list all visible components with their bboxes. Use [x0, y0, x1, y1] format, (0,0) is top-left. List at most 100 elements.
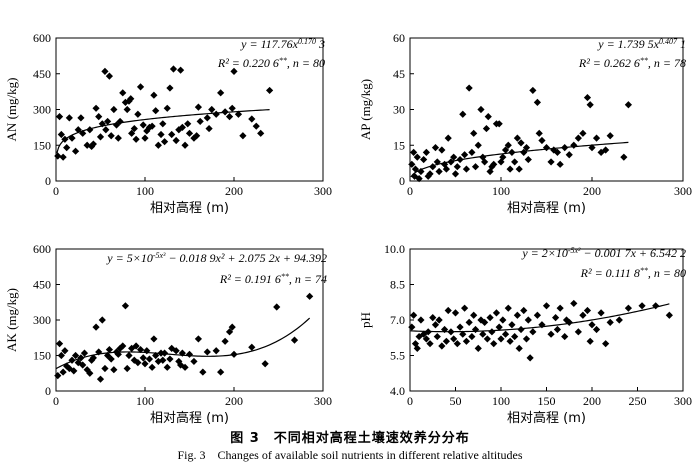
- data-point: [55, 340, 64, 348]
- data-point: [462, 165, 471, 173]
- data-point: [468, 332, 476, 341]
- data-point: [181, 141, 189, 149]
- data-point: [426, 170, 434, 178]
- data-point: [163, 104, 171, 112]
- data-point: [570, 141, 578, 149]
- data-point: [132, 342, 140, 350]
- x-tick-label: 100: [492, 394, 510, 408]
- data-point: [462, 337, 471, 345]
- y-tick-label: 0: [45, 384, 51, 398]
- data-point: [123, 105, 131, 114]
- data-point: [517, 325, 525, 334]
- data-point: [442, 165, 450, 173]
- data-point: [450, 335, 458, 343]
- y-tick-label: 4.0: [390, 384, 405, 398]
- x-tick-label: 200: [583, 394, 601, 408]
- data-point: [450, 153, 458, 161]
- x-axis-label: 相对高程 (m): [150, 200, 229, 216]
- data-point: [524, 155, 532, 164]
- data-point: [501, 146, 510, 154]
- chart-panel-an: 0 100 200 300 0 150 300 450 600 相对高程 (m) AN (mg/kg…: [4, 31, 332, 216]
- x-axis-label: 相对高程 (m): [507, 410, 586, 426]
- data-point: [175, 357, 183, 366]
- data-point: [141, 134, 149, 142]
- data-point: [96, 375, 105, 383]
- data-point: [248, 115, 256, 123]
- data-point: [107, 355, 115, 363]
- data-point: [107, 132, 115, 140]
- data-point: [456, 323, 464, 331]
- data-point: [273, 303, 281, 311]
- x-tick-label: 0: [407, 394, 413, 408]
- data-point: [592, 134, 601, 142]
- data-point: [592, 325, 601, 334]
- data-point: [547, 158, 555, 166]
- data-point: [433, 158, 441, 166]
- fit-equation: y = 2×10-5x² − 0.001 7x + 6.542 2: [521, 246, 686, 261]
- data-point: [212, 347, 220, 355]
- data-point: [163, 363, 171, 371]
- data-point: [63, 362, 71, 370]
- data-point: [160, 138, 169, 146]
- data-point: [127, 95, 135, 103]
- data-point: [65, 114, 73, 122]
- data-point: [95, 348, 103, 356]
- data-point: [408, 160, 416, 168]
- data-point: [141, 360, 149, 368]
- data-point: [479, 153, 487, 161]
- y-tick-label: 7.0: [390, 313, 405, 327]
- data-point: [431, 144, 440, 152]
- x-tick-label: 300: [314, 184, 332, 198]
- data-point: [513, 311, 521, 319]
- data-point: [101, 364, 109, 373]
- data-point: [542, 144, 551, 152]
- data-point: [459, 110, 467, 118]
- data-point: [501, 330, 510, 338]
- data-point: [408, 323, 416, 331]
- data-point: [54, 372, 62, 380]
- y-tick-label: 600: [33, 31, 51, 45]
- data-point: [169, 65, 178, 73]
- data-point: [444, 134, 452, 142]
- x-tick-label: 200: [225, 184, 243, 198]
- data-point: [504, 141, 512, 149]
- data-point: [139, 121, 147, 129]
- data-point: [228, 323, 236, 331]
- y-tick-label: 300: [33, 103, 51, 117]
- data-point: [665, 311, 673, 319]
- data-point: [556, 304, 564, 312]
- y-tick-label: 600: [33, 242, 51, 256]
- data-point: [57, 351, 65, 360]
- data-point: [150, 335, 158, 343]
- data-point: [184, 120, 192, 128]
- data-point: [77, 114, 85, 122]
- data-point: [490, 160, 498, 168]
- fit-curve: [56, 109, 270, 154]
- data-point: [234, 110, 243, 118]
- x-tick-label: 250: [629, 394, 647, 408]
- data-point: [465, 318, 473, 326]
- data-point: [583, 93, 592, 102]
- data-point: [499, 316, 507, 324]
- data-point: [178, 349, 186, 357]
- y-axis-label: AN (mg/kg): [4, 78, 19, 142]
- y-tick-label: 0: [399, 174, 405, 188]
- data-point: [470, 129, 478, 137]
- data-point: [561, 332, 569, 341]
- data-point: [415, 175, 423, 183]
- data-point: [495, 120, 503, 128]
- data-point: [470, 311, 478, 319]
- x-tick-label: 100: [492, 184, 510, 198]
- data-point: [574, 134, 582, 142]
- data-point: [526, 354, 534, 362]
- data-point: [104, 117, 112, 126]
- data-point: [257, 129, 265, 137]
- data-point: [435, 316, 443, 324]
- data-point: [468, 148, 476, 156]
- x-tick-label: 300: [674, 184, 692, 198]
- data-point: [492, 309, 501, 317]
- chart-panel-ph: 0 50 100 150 200 250 300 4.0 5.5 7.0 8.5 10.0 相对高程 (…: [358, 242, 692, 426]
- data-point: [102, 126, 110, 134]
- data-point: [459, 330, 467, 338]
- data-point: [552, 314, 560, 322]
